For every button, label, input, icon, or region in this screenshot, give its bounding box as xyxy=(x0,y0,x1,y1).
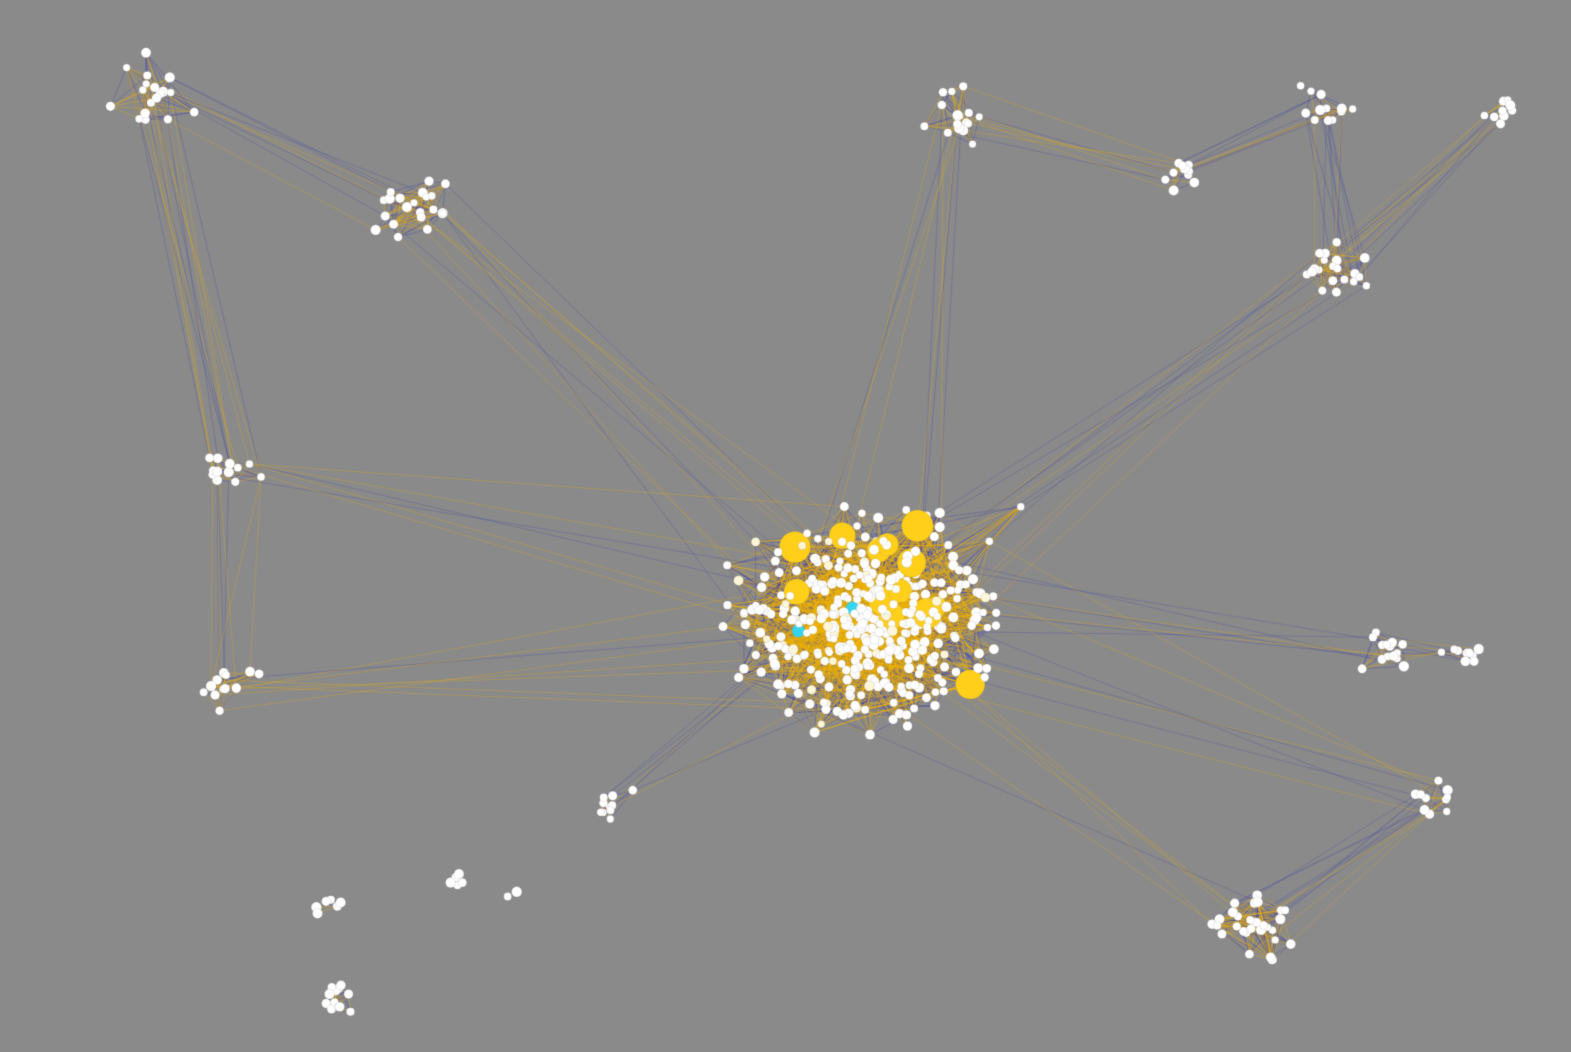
hub-node-11[interactable] xyxy=(785,580,809,604)
hub-node-1[interactable] xyxy=(783,535,807,559)
special-node-0[interactable] xyxy=(791,623,807,639)
hub-node-8[interactable] xyxy=(900,551,924,575)
hub-node-10[interactable] xyxy=(875,533,899,557)
hub-node-3[interactable] xyxy=(830,524,854,548)
network-graph-canvas-container xyxy=(0,0,1571,1052)
network-graph-canvas[interactable] xyxy=(0,0,1571,1052)
hub-node-7[interactable] xyxy=(888,579,912,603)
